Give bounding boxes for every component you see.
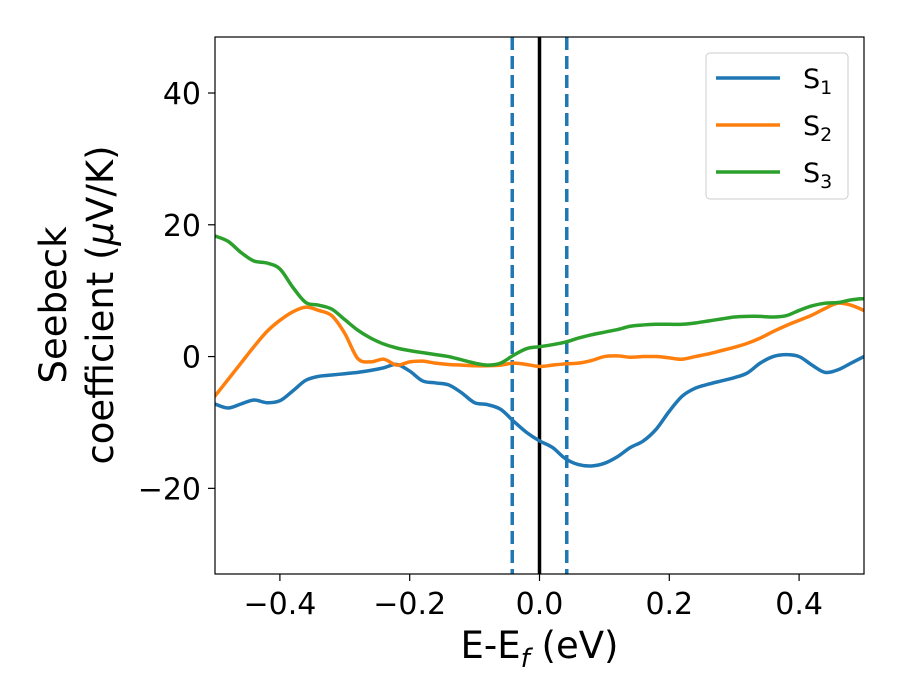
x-tick-label: −0.2 <box>373 587 446 622</box>
legend-label-s2: S2 <box>803 111 832 146</box>
legend-label-name: S <box>803 158 820 189</box>
x-tick-label: −0.4 <box>243 587 316 622</box>
x-axis-label-unit: (eV) <box>530 624 619 667</box>
y-axis-label-line2: coefficient (μV/K) <box>79 145 122 464</box>
y-tick-label: −20 <box>138 472 201 507</box>
legend-label-sub: 1 <box>820 77 832 99</box>
legend-label-s1: S1 <box>803 64 832 99</box>
legend-label-sub: 3 <box>820 171 832 193</box>
series-line-s1 <box>215 352 864 468</box>
y-axis-label-mu: μ <box>79 222 122 247</box>
legend-label-name: S <box>803 64 820 95</box>
series-line-s3 <box>215 234 864 367</box>
y-tick-label: 0 <box>182 341 201 376</box>
y-axis-label-line1: Seebeck <box>32 226 75 384</box>
x-axis-label-main: E-E <box>461 624 521 667</box>
legend-label-name: S <box>803 111 820 142</box>
y-tick-label: 20 <box>163 209 201 244</box>
y-axis-label-prefix: coefficient ( <box>79 245 122 464</box>
series-line-s2 <box>215 301 864 398</box>
y-axis-label-suffix: V/K) <box>79 145 122 221</box>
y-tick-label: 40 <box>163 77 201 112</box>
legend-label-sub: 2 <box>820 124 832 146</box>
x-axis-label: E-Ef (eV) <box>461 624 619 674</box>
legend-label-s3: S3 <box>803 158 832 193</box>
x-tick-label: 0.4 <box>775 587 823 622</box>
y-axis-label: Seebeck coefficient (μV/K) <box>32 145 122 464</box>
x-tick-label: 0.2 <box>645 587 693 622</box>
x-tick-label: 0.0 <box>516 587 564 622</box>
